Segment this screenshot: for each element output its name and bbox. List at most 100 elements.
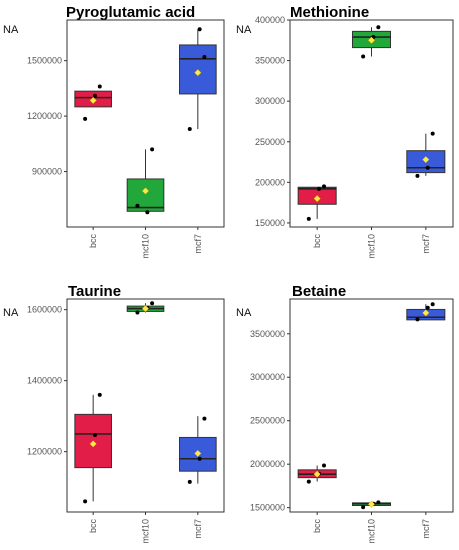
data-point (361, 505, 366, 510)
mean-marker (141, 305, 150, 313)
panel-title: Methionine (290, 4, 369, 21)
box-bcc (297, 463, 337, 484)
y-tick-label: 1600000 (27, 305, 62, 315)
x-tick-label: bcc (88, 519, 98, 534)
box-mcf10 (126, 301, 165, 315)
na-label: NA (3, 307, 19, 319)
panel-0: Pyroglutamic acid NA 900000 1200000 1500000 b… (3, 4, 225, 259)
na-label: NA (236, 24, 252, 36)
x-tick-label: mcf10 (141, 519, 151, 544)
data-point (202, 54, 207, 59)
y-tick-label: 2000000 (250, 459, 285, 469)
data-point (430, 302, 435, 307)
box-mcf7 (179, 416, 217, 484)
data-point (145, 210, 150, 215)
data-point (83, 499, 88, 504)
data-point (425, 305, 430, 310)
x-tick-label: mcf10 (367, 519, 377, 544)
panel-1: Methionine NA 150000 200000 250000 300000 3500… (236, 4, 454, 259)
y-tick-label: 3000000 (250, 372, 285, 382)
box-body (179, 44, 217, 95)
box-mcf7 (406, 302, 446, 322)
panel-title: Taurine (68, 283, 121, 300)
panel-title: Pyroglutamic acid (66, 4, 195, 21)
x-tick-label: mcf7 (421, 234, 431, 254)
y-tick-label: 400000 (255, 15, 285, 25)
data-point (197, 27, 202, 32)
panel-3: Betaine NA 1500000 2000000 2500000 3000000 350… (236, 283, 454, 544)
box-bcc (74, 392, 112, 504)
y-tick-label: 200000 (255, 177, 285, 187)
mean-marker (422, 309, 430, 317)
y-tick-label: 1200000 (27, 447, 62, 457)
x-tick-label: mcf7 (193, 234, 203, 254)
x-tick-label: mcf7 (193, 519, 203, 539)
mean-marker (313, 470, 321, 478)
x-tick-label: mcf10 (367, 234, 377, 259)
y-tick-label: 1200000 (27, 111, 62, 121)
data-point (415, 317, 420, 322)
panel-title: Betaine (292, 283, 346, 300)
data-point (376, 500, 381, 505)
data-point (135, 203, 140, 208)
na-label: NA (236, 307, 252, 319)
mean-marker (89, 440, 97, 448)
y-tick-label: 1500000 (27, 56, 62, 66)
y-tick-label: 900000 (32, 167, 62, 177)
na-label: NA (3, 24, 19, 36)
data-point (376, 25, 381, 30)
y-tick-label: 2500000 (250, 416, 285, 426)
data-point (322, 463, 327, 468)
y-tick-label: 150000 (255, 218, 285, 228)
mean-marker (194, 69, 202, 77)
x-tick-label: mcf7 (421, 519, 431, 539)
data-point (92, 93, 97, 98)
data-point (415, 173, 420, 178)
mean-marker (141, 187, 150, 195)
data-point (97, 392, 102, 397)
y-tick-label: 350000 (255, 56, 285, 66)
box-bcc (74, 84, 112, 121)
data-point (425, 165, 430, 170)
data-point (135, 310, 140, 315)
data-point (306, 479, 311, 484)
box-mcf7 (179, 27, 217, 132)
mean-marker (194, 449, 202, 457)
data-point (202, 416, 207, 421)
box-body (126, 178, 165, 212)
box-mcf10 (351, 25, 392, 59)
data-point (150, 301, 155, 306)
plot-frame (289, 298, 454, 513)
box-mcf7 (406, 131, 446, 178)
box-mcf10 (126, 147, 165, 215)
mean-marker (313, 195, 321, 203)
y-tick-label: 3500000 (250, 329, 285, 339)
plot-frame (66, 298, 225, 513)
y-tick-label: 250000 (255, 137, 285, 147)
panel-2: Taurine NA 1200000 1400000 1600000 bcc mcf10 mc… (3, 283, 225, 544)
data-point (430, 131, 435, 136)
mean-marker (422, 156, 430, 164)
x-tick-label: bcc (88, 234, 98, 249)
y-tick-label: 1400000 (27, 376, 62, 386)
mean-marker (367, 500, 376, 508)
data-point (150, 147, 155, 152)
box-mcf10 (351, 500, 392, 510)
data-point (92, 432, 97, 437)
data-point (187, 127, 192, 132)
x-tick-label: bcc (312, 234, 322, 249)
data-point (83, 116, 88, 121)
box-bcc (297, 184, 337, 221)
data-point (197, 456, 202, 461)
y-tick-label: 300000 (255, 96, 285, 106)
mean-marker (89, 96, 97, 104)
data-point (97, 84, 102, 89)
data-point (317, 186, 322, 191)
data-point (322, 184, 327, 189)
x-tick-label: mcf10 (141, 234, 151, 259)
y-tick-label: 1500000 (250, 503, 285, 513)
mean-marker (367, 36, 376, 44)
data-point (187, 479, 192, 484)
x-tick-label: bcc (312, 519, 322, 534)
